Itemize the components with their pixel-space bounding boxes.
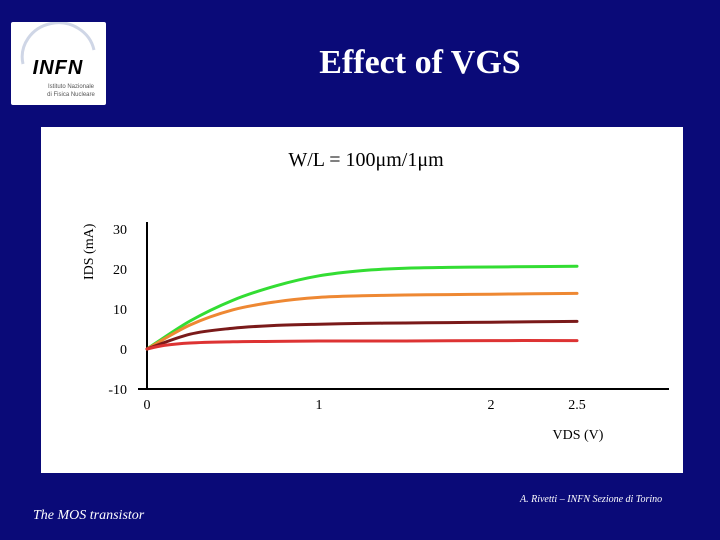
x-tick-label: 2: [488, 398, 495, 413]
y-tick-label: -10: [108, 383, 127, 398]
chart-panel: W/L = 100μm/1μm IDS (mA) VDS (V) 30 20 10 0…: [41, 127, 683, 473]
y-tick-label: 10: [113, 303, 127, 318]
logo-subtitle-1: Istituto Nazionale: [48, 84, 95, 90]
y-axis-label: IDS (mA): [82, 223, 97, 280]
series-line-3: [145, 319, 579, 351]
series-line-1: [145, 264, 579, 351]
slide-title: Effect of VGS: [319, 44, 521, 81]
chart-title: W/L = 100μm/1μm: [288, 149, 444, 171]
series-line-4: [145, 339, 579, 351]
x-tick-label: 1: [316, 398, 323, 413]
y-tick-label: 30: [113, 223, 127, 238]
footer-author: A. Rivetti – INFN Sezione di Torino: [520, 494, 663, 505]
y-tick-label: 20: [113, 263, 127, 278]
infn-logo: INFN Istituto Nazionale di Fisica Nuclea…: [11, 21, 106, 105]
x-tick-label: 0: [144, 398, 151, 413]
y-tick-label: 0: [120, 343, 127, 358]
iv-chart: W/L = 100μm/1μm IDS (mA) VDS (V) 3020100…: [82, 149, 669, 443]
footer-title: The MOS transistor: [33, 508, 145, 523]
series-line-2: [145, 291, 579, 351]
x-tick-label: 2.5: [568, 398, 586, 413]
logo-wordmark: INFN: [33, 57, 84, 79]
logo-arc-icon: [20, 21, 96, 65]
x-axis-label: VDS (V): [553, 428, 604, 443]
logo-subtitle-2: di Fisica Nucleare: [47, 92, 95, 98]
